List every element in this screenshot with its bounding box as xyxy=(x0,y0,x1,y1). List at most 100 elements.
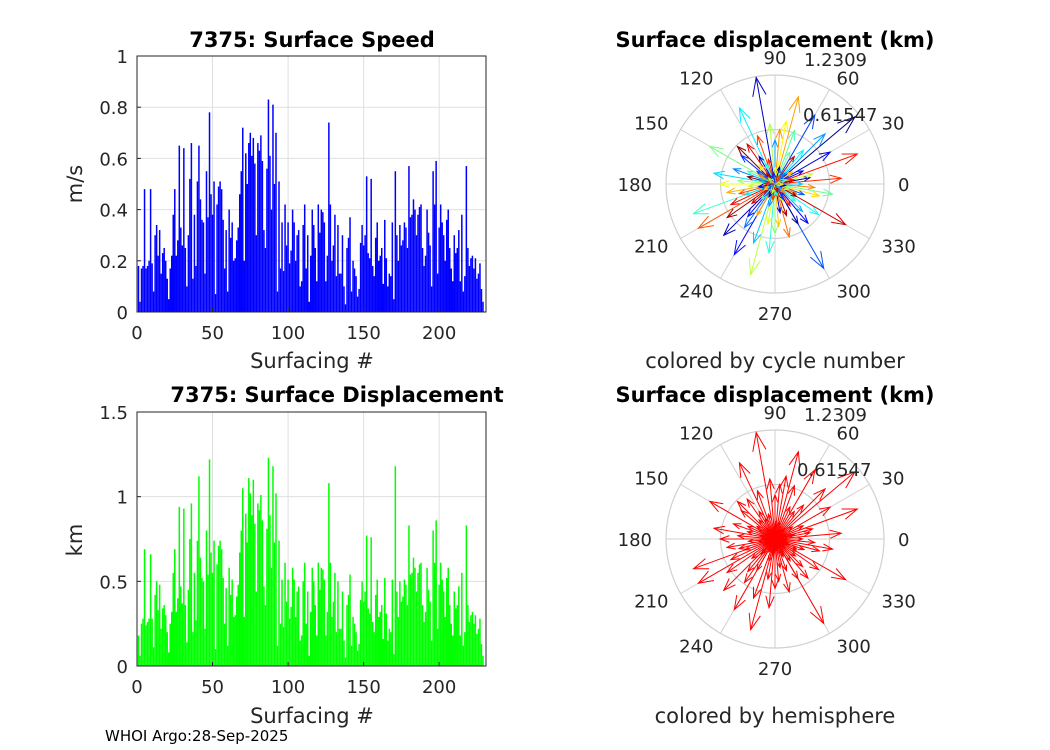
displacement-arrow xyxy=(722,183,776,237)
bar xyxy=(167,299,170,312)
bar xyxy=(146,621,149,666)
displacement-arrow xyxy=(774,510,796,540)
y-tick-label: 0.4 xyxy=(99,201,128,222)
bar xyxy=(433,562,436,666)
bar xyxy=(226,291,229,312)
x-tick-label: 50 xyxy=(201,323,224,344)
bar xyxy=(158,584,161,666)
displacement-chart: 0 50 100 150 200 0 0.5 1 1.5 7375: Surface Disp… xyxy=(63,383,504,728)
bar xyxy=(214,649,217,666)
bar xyxy=(219,181,221,312)
bar xyxy=(142,265,144,312)
bar xyxy=(337,224,339,312)
bar xyxy=(477,273,480,312)
bar xyxy=(142,618,144,666)
bar xyxy=(183,508,185,666)
bar xyxy=(303,204,306,312)
bar xyxy=(137,635,140,666)
bar xyxy=(270,209,273,312)
bar xyxy=(393,654,395,666)
bar xyxy=(322,212,324,312)
bar xyxy=(264,248,267,312)
displacement-arrow xyxy=(732,523,776,540)
bar xyxy=(193,572,196,666)
bar xyxy=(399,581,401,666)
bar xyxy=(374,594,377,666)
bar xyxy=(157,255,159,312)
bar xyxy=(238,194,241,312)
bar xyxy=(452,281,454,312)
displacement-arrow xyxy=(760,183,776,201)
displacement-arrow xyxy=(697,538,776,585)
bar xyxy=(296,591,298,666)
bar xyxy=(334,572,336,666)
bar xyxy=(183,148,185,312)
bar xyxy=(393,299,395,312)
bar xyxy=(240,171,242,312)
bar xyxy=(432,530,434,666)
bar xyxy=(385,613,388,666)
bar xyxy=(314,605,317,666)
bar xyxy=(164,260,167,312)
polar-angle-label: 270 xyxy=(758,304,792,325)
bar xyxy=(169,623,171,666)
bar xyxy=(377,616,380,666)
bar xyxy=(367,253,369,312)
bar xyxy=(195,620,197,666)
y-tick-label: 0 xyxy=(117,657,128,678)
bar xyxy=(222,577,224,666)
bar xyxy=(235,596,238,666)
bar xyxy=(394,466,397,666)
bar xyxy=(424,611,427,666)
bar xyxy=(246,184,249,312)
bar xyxy=(248,143,250,312)
bar xyxy=(394,171,397,312)
bar xyxy=(426,209,428,312)
bar xyxy=(412,557,415,666)
displacement-arrow xyxy=(767,183,776,190)
bar xyxy=(263,586,265,666)
bar xyxy=(417,572,419,666)
bar xyxy=(202,581,205,666)
bar xyxy=(166,278,168,312)
displacement-arrow xyxy=(756,538,776,544)
bar xyxy=(152,291,155,312)
bar xyxy=(452,635,454,666)
bar xyxy=(400,601,403,666)
polar-hemisphere-angle-labels: 0 30 60 90 120 150 180 210 240 270 300 330 xyxy=(618,403,916,680)
bar xyxy=(359,242,362,312)
bar xyxy=(291,567,294,666)
bar xyxy=(238,552,241,666)
bar xyxy=(145,268,147,312)
bar xyxy=(234,258,236,312)
bar xyxy=(465,166,468,312)
bar xyxy=(139,655,141,666)
bar xyxy=(405,227,407,312)
bar xyxy=(435,160,437,312)
bar xyxy=(290,606,292,666)
polar-angle-label: 0 xyxy=(898,530,909,551)
bar xyxy=(474,258,477,312)
bar xyxy=(373,276,375,312)
bar xyxy=(473,268,475,312)
bar xyxy=(459,281,462,312)
bar xyxy=(456,248,459,312)
bar xyxy=(243,260,246,312)
polar-angle-label: 270 xyxy=(758,659,792,680)
displacement-arrow xyxy=(767,177,776,185)
bar xyxy=(207,217,209,312)
bar xyxy=(470,615,472,666)
bar xyxy=(411,572,413,666)
bar xyxy=(364,591,366,666)
polar-angle-label: 30 xyxy=(882,469,905,490)
bar xyxy=(414,567,416,666)
bar xyxy=(319,589,321,666)
bar xyxy=(192,278,194,312)
polar-angle-label: 300 xyxy=(837,637,871,658)
bar xyxy=(149,554,152,666)
displacement-arrow xyxy=(774,538,791,546)
bar xyxy=(429,601,431,666)
bar xyxy=(246,542,249,666)
displacement-title: 7375: Surface Displacement xyxy=(170,383,503,407)
bar xyxy=(249,493,252,666)
